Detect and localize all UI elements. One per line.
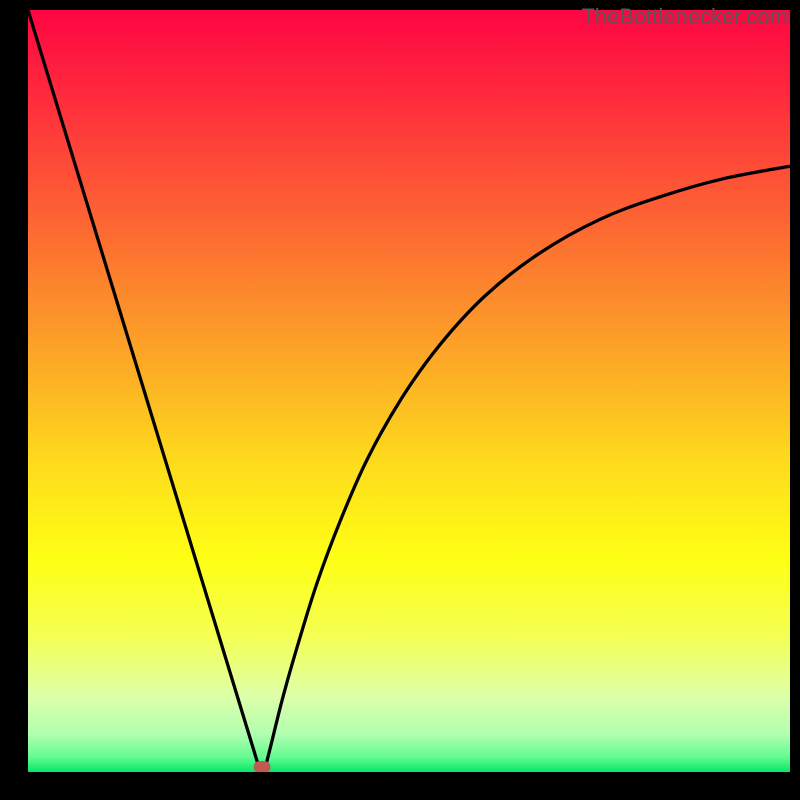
watermark-text: TheBottlenecker.com	[581, 4, 788, 30]
frame-border-left	[0, 0, 28, 800]
curve-right-branch	[264, 166, 790, 772]
bottleneck-curve	[28, 10, 790, 772]
optimum-marker	[253, 761, 270, 772]
frame-border-right	[790, 0, 800, 800]
curve-left-branch	[28, 10, 260, 772]
chart-frame: TheBottlenecker.com	[0, 0, 800, 800]
plot-area	[28, 10, 790, 772]
frame-border-bottom	[0, 772, 800, 800]
